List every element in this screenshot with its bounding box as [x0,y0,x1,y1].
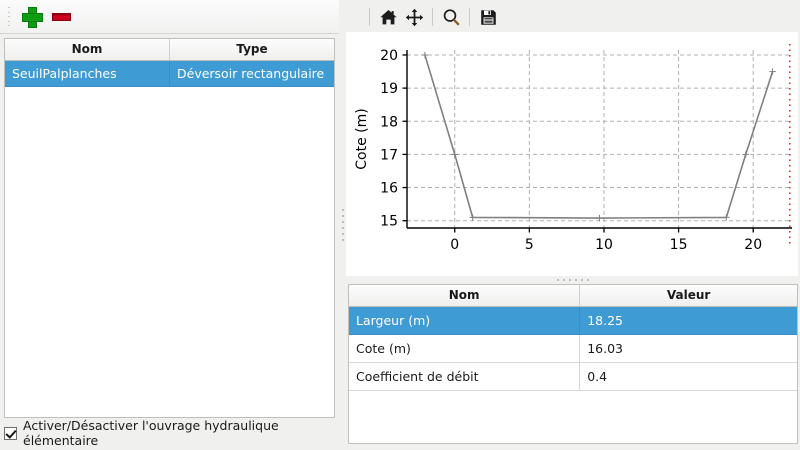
tick-label-y: 17 [380,147,398,163]
move-icon [405,8,423,26]
minus-icon [51,12,71,21]
remove-element-button[interactable] [46,3,76,31]
tick-label-x: 20 [744,237,762,253]
toolbar-separator [469,8,470,26]
toolbar-drag-handle[interactable] [4,6,13,28]
toolbar-separator [369,8,370,26]
table-header-row: Nom Valeur [349,285,797,307]
data-point-marker [742,151,749,158]
right-panel: 0 5 10 15 20 15 16 17 18 19 20 Cote (m) Nom Valeur … [346,0,800,450]
tick-label-x: 0 [450,237,459,253]
home-icon [379,9,397,24]
table-row[interactable]: SeuilPalplanches Déversoir rectangulaire [5,60,334,87]
splitter-grip-icon [341,207,344,243]
data-point-marker [451,151,458,158]
element-toolbar [0,0,339,34]
elements-table[interactable]: Nom Type SeuilPalplanches Déversoir rect… [4,38,335,418]
splitter-grip-icon [555,279,591,281]
table-row[interactable]: Coefficient de débit 0.4 [349,362,797,391]
activate-checkbox-label: Activer/Désactiver l'ouvrage hydraulique… [23,418,279,448]
cell-nom[interactable]: Largeur (m) [349,306,581,335]
data-point-marker [469,214,476,221]
cell-nom[interactable]: Cote (m) [349,334,581,363]
series-line [424,54,774,219]
pan-button[interactable] [401,5,427,29]
axis-label-y: Cote (m) [354,108,370,169]
cell-valeur[interactable]: 0.4 [579,362,797,391]
vertical-splitter[interactable] [339,0,346,450]
cell-nom[interactable]: SeuilPalplanches [5,60,170,87]
tick-label-x: 15 [670,237,688,253]
data-point-marker [596,214,603,222]
column-header-valeur[interactable]: Valeur [579,285,797,307]
cell-valeur[interactable]: 16.03 [579,334,797,363]
cell-valeur[interactable]: 18.25 [579,306,797,335]
column-header-nom[interactable]: Nom [5,39,170,61]
table-header-row: Nom Type [5,39,334,61]
plus-icon [21,7,43,28]
tick-label-y: 15 [380,214,398,230]
zoom-button[interactable] [438,5,464,29]
toolbar-separator [432,8,433,26]
horizontal-splitter[interactable] [346,276,800,284]
tick-label-x: 5 [525,237,534,253]
save-icon [480,9,496,25]
save-button[interactable] [475,5,501,29]
cell-nom[interactable]: Coefficient de débit [349,362,581,391]
cross-section-chart: 0 5 10 15 20 15 16 17 18 19 20 Cote (m) [354,44,792,253]
matplotlib-toolbar [346,2,798,32]
zoom-icon [443,8,460,26]
left-panel: Nom Type SeuilPalplanches Déversoir rect… [0,0,339,450]
tick-label-y: 20 [380,48,398,64]
tick-label-y: 19 [380,81,398,97]
add-element-button[interactable] [16,3,46,31]
data-point-marker [723,214,730,221]
activate-checkbox[interactable] [4,426,17,440]
activate-element-row[interactable]: Activer/Désactiver l'ouvrage hydraulique… [0,418,339,448]
tick-label-y: 18 [380,114,398,130]
column-header-nom[interactable]: Nom [349,285,581,307]
plot-canvas[interactable]: 0 5 10 15 20 15 16 17 18 19 20 Cote (m) [346,32,798,276]
column-header-type[interactable]: Type [169,39,334,61]
tick-label-x: 10 [595,237,613,253]
cell-type[interactable]: Déversoir rectangulaire [169,60,334,87]
parameters-table[interactable]: Nom Valeur Largeur (m) 18.25 Cote (m) 16.03… [348,284,798,444]
home-button[interactable] [375,5,401,29]
table-row[interactable]: Largeur (m) 18.25 [349,306,797,335]
table-row[interactable]: Cote (m) 16.03 [349,334,797,363]
data-point-marker [421,51,429,59]
plot-container: 0 5 10 15 20 15 16 17 18 19 20 Cote (m) [346,2,798,276]
data-point-marker [769,68,776,75]
tick-label-y: 16 [380,181,398,197]
